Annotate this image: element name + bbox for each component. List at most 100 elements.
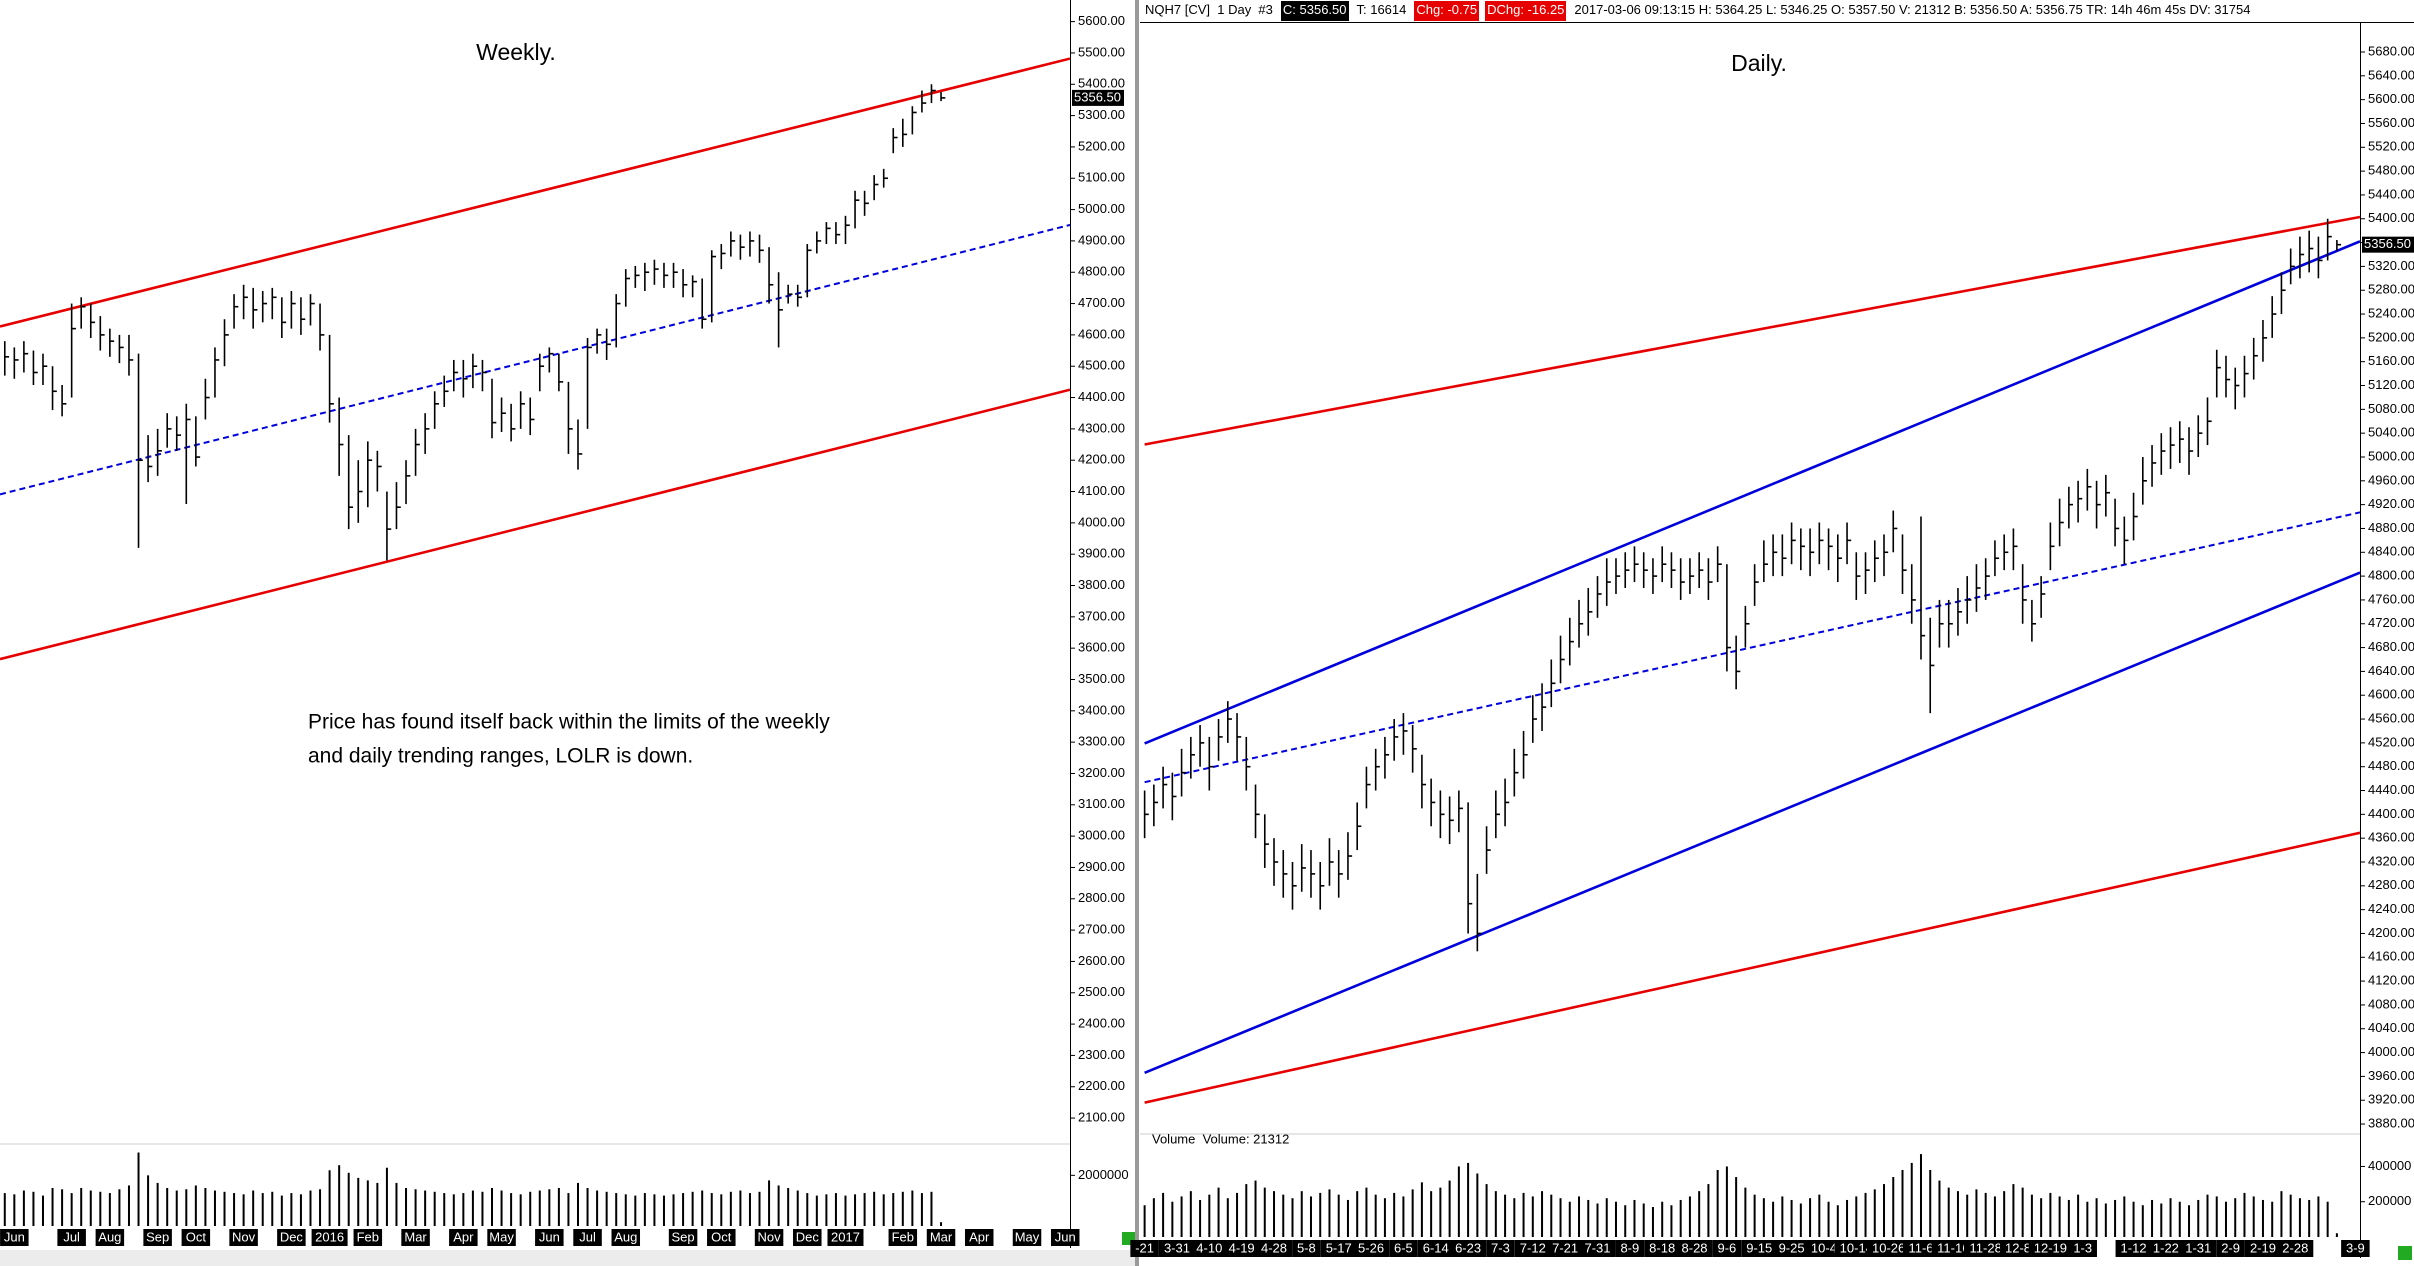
volume-bar [357, 1177, 360, 1226]
volume-bar [2141, 1205, 2144, 1237]
volume-bar [2104, 1203, 2107, 1237]
y-tick-label: 4040.00 [2368, 1020, 2414, 1035]
volume-bar [940, 1222, 943, 1226]
volume-bar [2188, 1205, 2191, 1237]
volume-bar [2123, 1196, 2126, 1237]
x-tick-label: 8-18 [1649, 1240, 1675, 1255]
y-tick-label: 2100.00 [1078, 1110, 1125, 1125]
volume-bar [1393, 1192, 1396, 1237]
volume-bar [1790, 1199, 1793, 1237]
x-tick-box [181, 1229, 211, 1246]
volume-bar [1180, 1196, 1183, 1237]
volume-bar [1568, 1201, 1571, 1237]
y-tick-label: 2800.00 [1078, 890, 1125, 905]
volume-bar [1633, 1199, 1636, 1237]
x-tick-box [793, 1229, 822, 1246]
volume-bar [701, 1190, 704, 1226]
volume-bar [2040, 1198, 2043, 1237]
x-tick-box [1866, 1240, 1911, 1257]
volume-bar [242, 1194, 245, 1226]
x-tick-box [487, 1229, 516, 1246]
volume-bar [2049, 1192, 2052, 1237]
y-tick-label: 2300.00 [1078, 1047, 1125, 1062]
volume-bar [682, 1193, 685, 1226]
volume-bar [1614, 1201, 1617, 1237]
y-tick-label: 5200.00 [1078, 138, 1125, 153]
y-tick-label: 3400.00 [1078, 702, 1125, 717]
x-tick-box [1902, 1240, 1939, 1257]
x-tick-label: 1-22 [2153, 1240, 2179, 1255]
volume-bar [1143, 1205, 1146, 1237]
y-tick-label: 5120.00 [2368, 377, 2414, 392]
x-tick-label: Mar [930, 1229, 953, 1244]
y-tick-label: 5400.00 [2368, 210, 2414, 225]
volume-bar [319, 1189, 322, 1226]
y-tick-label: 3960.00 [2368, 1068, 2414, 1083]
y-tick-label: 4900.00 [1078, 232, 1125, 247]
x-tick-box [1353, 1240, 1390, 1257]
y-tick-label: 5100.00 [1078, 170, 1125, 185]
volume-bar [280, 1195, 283, 1226]
x-tick-label: 5-17 [1326, 1240, 1352, 1255]
y-tick-label: 3880.00 [2368, 1115, 2414, 1130]
y-tick-label: 3100.00 [1078, 796, 1125, 811]
volume-bar [863, 1193, 866, 1226]
y-tick-label: 4920.00 [2368, 496, 2414, 511]
volume-bar [1504, 1194, 1507, 1237]
volume-bar [309, 1190, 312, 1226]
volume-bar [452, 1194, 455, 1226]
status-box [2398, 1246, 2412, 1260]
volume-bar [481, 1191, 484, 1226]
volume-bar [510, 1193, 513, 1226]
volume-bar [80, 1188, 83, 1226]
volume-bar [233, 1193, 236, 1226]
volume-bar [2095, 1198, 2098, 1237]
last-price-label: 5356.50 [1074, 89, 1121, 104]
volume-bar [1855, 1196, 1858, 1237]
y-tick-label: 5560.00 [2368, 115, 2414, 130]
volume-bar [1383, 1198, 1386, 1237]
volume-bar [1883, 1184, 1886, 1237]
last-price-marker [1072, 89, 1124, 106]
volume-bar [854, 1194, 857, 1226]
volume-bar [1651, 1207, 1654, 1237]
scrollbar[interactable] [0, 1250, 1135, 1266]
x-tick-label: 6-14 [1423, 1240, 1449, 1255]
x-tick-box [1158, 1240, 1195, 1257]
chart-title: Weekly. [476, 39, 556, 65]
x-tick-label: 10-14 [1840, 1240, 1873, 1255]
volume-bar [1707, 1184, 1710, 1237]
volume-bar [710, 1193, 713, 1226]
volume-bar [2224, 1201, 2227, 1237]
header-item: Chg: -0.75 [1414, 1, 1480, 21]
volume-tick-label: 400000 [2368, 1158, 2411, 1173]
y-tick-label: 2400.00 [1078, 1016, 1125, 1031]
trendline [1144, 240, 2360, 745]
volume-bar [901, 1191, 904, 1226]
volume-bar [1337, 1194, 1340, 1237]
volume-bar [108, 1193, 111, 1226]
volume-bar [2021, 1187, 2024, 1237]
volume-bar [834, 1193, 837, 1226]
volume-bar [166, 1188, 169, 1226]
volume-bar [1226, 1198, 1229, 1237]
volume-tick-label: 200000 [2368, 1193, 2411, 1208]
y-tick-label: 4300.00 [1078, 420, 1125, 435]
volume-bar [1346, 1199, 1349, 1237]
volume-bar [1661, 1201, 1664, 1237]
x-tick-label: 2-28 [2282, 1240, 2308, 1255]
volume-bar [787, 1188, 790, 1226]
volume-bar [252, 1190, 255, 1226]
x-tick-box [535, 1229, 564, 1246]
x-tick-label: 3-31 [1164, 1240, 1190, 1255]
x-tick-label: 5-8 [1297, 1240, 1316, 1255]
volume-bar [2280, 1191, 2283, 1237]
x-tick-label: Nov [232, 1229, 256, 1244]
volume-bar [882, 1194, 885, 1226]
volume-bar [1430, 1191, 1433, 1237]
y-tick-label: 4760.00 [2368, 591, 2414, 606]
x-tick-box [2000, 1240, 2037, 1257]
x-tick-label: 9-6 [1717, 1240, 1736, 1255]
volume-bar [2030, 1194, 2033, 1237]
